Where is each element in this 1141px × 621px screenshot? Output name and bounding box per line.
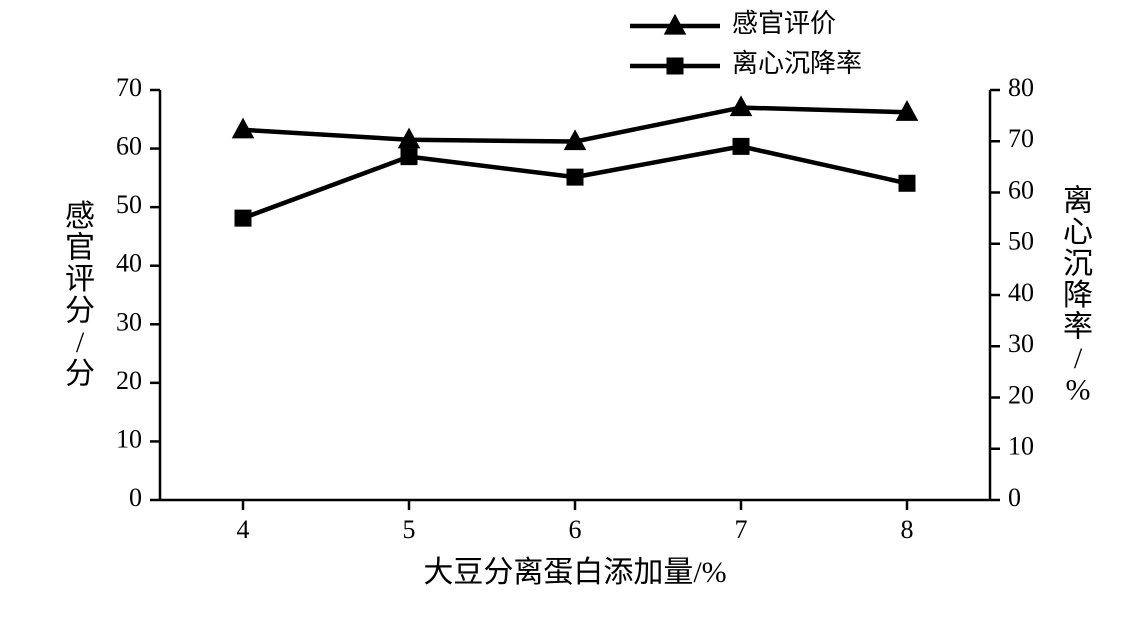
y-right-tick-label: 0: [1008, 483, 1021, 512]
x-tick-label: 8: [901, 515, 914, 544]
svg-text:/: /: [76, 326, 85, 359]
series-1-marker: [567, 169, 583, 185]
svg-text:官: 官: [65, 232, 95, 265]
svg-text:感: 感: [65, 200, 95, 233]
svg-text:评: 评: [65, 263, 95, 296]
series-1-marker: [733, 138, 749, 154]
chart-container: 0 10 20 30 40 50 60 70 0 10 20 30 40 50 60 70 80 4 5 6 7 8 大豆分…: [0, 0, 1141, 621]
y-left-tick-label: 50: [116, 190, 142, 219]
y-right-tick-label: 70: [1008, 124, 1034, 153]
svg-text:分: 分: [65, 358, 95, 391]
svg-text:率: 率: [1063, 310, 1093, 343]
legend-label-0: 感官评价: [732, 9, 836, 38]
y-left-axis-label: 感官评分/分: [65, 200, 95, 391]
y-right-tick-label: 30: [1008, 329, 1034, 358]
svg-text:离: 离: [1063, 184, 1093, 217]
svg-text:/: /: [1074, 342, 1083, 375]
svg-text:分: 分: [65, 295, 95, 328]
y-right-axis-label: 离心沉降率/%: [1063, 184, 1093, 406]
y-left-tick-label: 60: [116, 132, 142, 161]
x-tick-label: 7: [735, 515, 748, 544]
y-left-tick-label: 40: [116, 249, 142, 278]
legend-marker-1: [667, 58, 683, 74]
x-tick-label: 4: [237, 515, 250, 544]
svg-text:心: 心: [1063, 216, 1093, 249]
x-tick-label: 5: [403, 515, 416, 544]
y-left-tick-label: 10: [116, 424, 142, 453]
svg-text:沉: 沉: [1063, 247, 1093, 280]
series-1-marker: [235, 210, 251, 226]
dual-axis-chart: 0 10 20 30 40 50 60 70 0 10 20 30 40 50 60 70 80 4 5 6 7 8 大豆分…: [0, 0, 1141, 621]
y-right-tick-label: 20: [1008, 380, 1034, 409]
x-axis-label: 大豆分离蛋白添加量/%: [423, 556, 726, 589]
legend-label-1: 离心沉降率: [732, 49, 862, 78]
y-left-tick-label: 0: [129, 483, 142, 512]
svg-text:降: 降: [1063, 279, 1093, 312]
y-right-tick-label: 50: [1008, 227, 1034, 256]
x-tick-label: 6: [569, 515, 582, 544]
svg-text:%: %: [1066, 373, 1091, 406]
y-left-tick-label: 20: [116, 366, 142, 395]
series-1-marker: [401, 149, 417, 165]
y-left-tick-label: 30: [116, 307, 142, 336]
y-right-tick-label: 60: [1008, 175, 1034, 204]
series-1-marker: [899, 175, 915, 191]
y-right-tick-label: 10: [1008, 432, 1034, 461]
y-right-tick-label: 40: [1008, 278, 1034, 307]
y-right-tick-label: 80: [1008, 73, 1034, 102]
y-left-tick-label: 70: [116, 73, 142, 102]
